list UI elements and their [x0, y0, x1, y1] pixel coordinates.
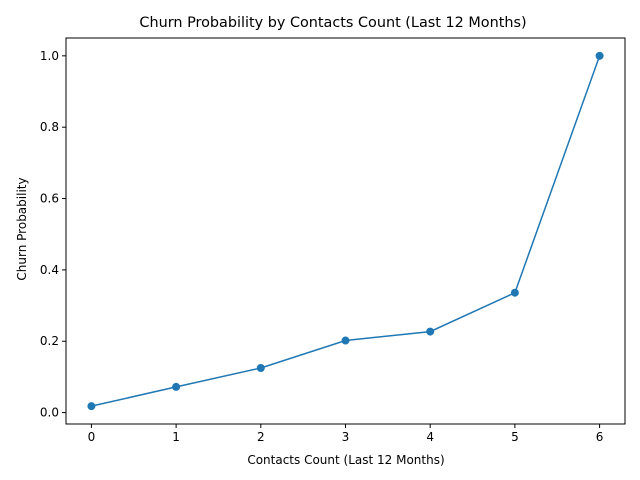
x-axis-label: Contacts Count (Last 12 Months)	[247, 453, 444, 467]
x-tick-label: 4	[426, 430, 434, 444]
data-point	[341, 336, 350, 345]
x-tick-label: 2	[257, 430, 265, 444]
y-tick-label: 0.8	[40, 120, 59, 134]
data-point	[87, 402, 96, 411]
data-point	[172, 382, 181, 391]
data-point	[595, 51, 604, 60]
x-tick-label: 0	[88, 430, 96, 444]
x-axis: 0 1 2 3 4 5 6	[88, 424, 604, 444]
y-axis-label: Churn Probability	[15, 177, 29, 280]
y-tick-label: 0.6	[40, 192, 59, 206]
plot-frame	[65, 37, 626, 425]
plot-area	[87, 51, 604, 411]
data-point	[426, 327, 435, 336]
y-axis: 0.0 0.2 0.4 0.6 0.8 1.0	[40, 49, 66, 420]
y-tick-label: 0.0	[40, 406, 59, 420]
y-tick-label: 0.4	[40, 263, 59, 277]
x-tick-label: 1	[172, 430, 180, 444]
x-tick-label: 6	[596, 430, 604, 444]
y-tick-label: 1.0	[40, 49, 59, 63]
data-point	[510, 288, 519, 297]
data-point	[256, 363, 265, 372]
x-tick-label: 5	[511, 430, 519, 444]
x-tick-label: 3	[342, 430, 350, 444]
chart-title: Churn Probability by Contacts Count (Las…	[139, 15, 526, 31]
y-tick-label: 0.2	[40, 334, 59, 348]
